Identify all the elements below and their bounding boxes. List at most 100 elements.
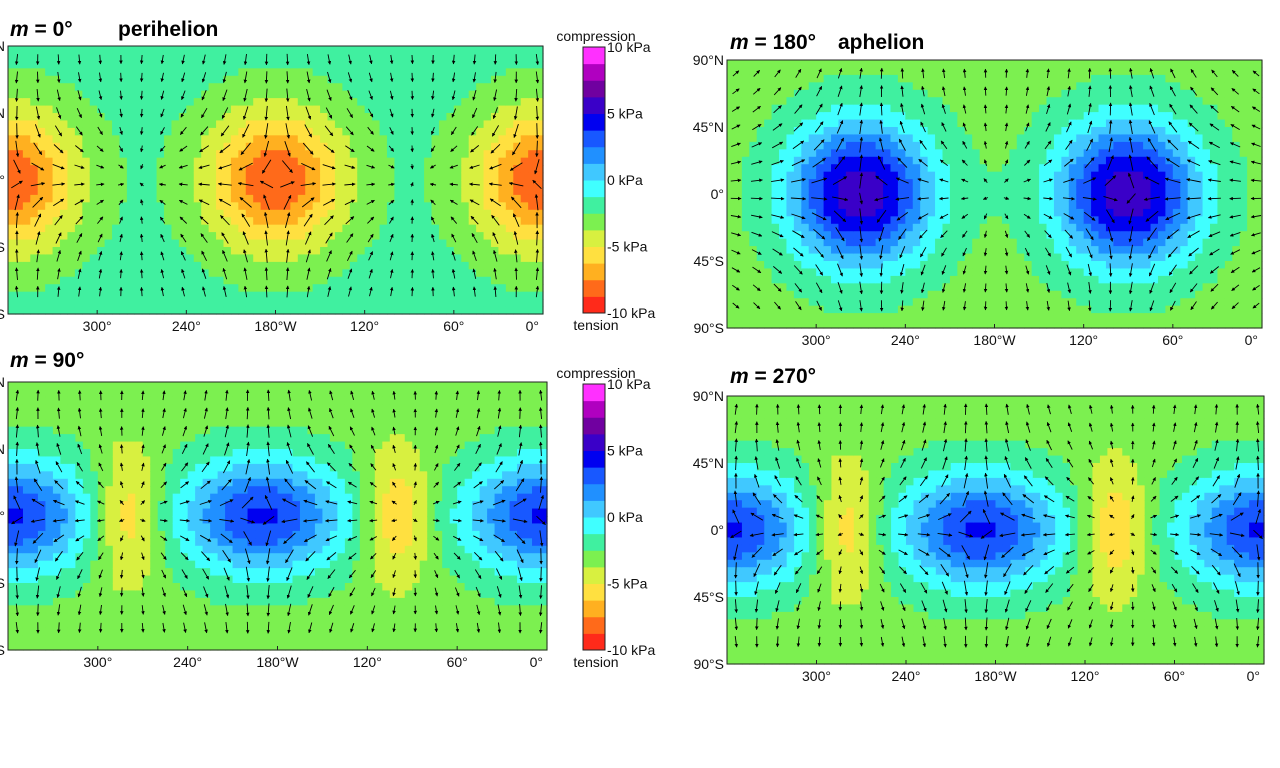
field-cell [1098, 171, 1107, 180]
field-cell [357, 150, 366, 159]
field-cell [1105, 223, 1114, 232]
field-cell [535, 157, 544, 166]
field-cell [1098, 149, 1107, 158]
field-cell [808, 89, 817, 98]
field-cell [987, 82, 996, 91]
stress-vector [306, 285, 311, 298]
field-cell [756, 82, 765, 91]
field-cell [260, 90, 269, 99]
field-cell [253, 75, 262, 84]
field-cell [178, 291, 187, 300]
field-cell [82, 68, 91, 77]
field-cell [994, 141, 1003, 150]
field-cell [727, 127, 736, 136]
field-cell [868, 156, 877, 165]
stress-vector [264, 285, 269, 298]
field-cell [230, 142, 239, 151]
field-cell [230, 180, 239, 189]
field-cell [476, 105, 485, 114]
field-cell [431, 291, 440, 300]
field-cell [860, 275, 869, 284]
field-cell [1128, 119, 1137, 128]
stress-vector [139, 251, 144, 261]
field-cell [1105, 89, 1114, 98]
field-cell [964, 97, 973, 106]
field-cell [208, 180, 217, 189]
field-cell [149, 120, 158, 129]
field-cell [320, 46, 329, 55]
field-cell [749, 231, 758, 240]
stress-vector [430, 145, 436, 153]
field-cell [134, 299, 143, 308]
field-cell [282, 83, 291, 92]
field-cell [838, 104, 847, 113]
field-cell [126, 75, 135, 84]
field-cell [416, 217, 425, 226]
field-cell [334, 202, 343, 211]
field-cell [394, 142, 403, 151]
field-cell [89, 105, 98, 114]
field-cell [409, 239, 418, 248]
stress-vector [493, 286, 498, 297]
field-cell [223, 194, 232, 203]
field-cell [1053, 290, 1062, 299]
field-cell [875, 298, 884, 307]
y-tick-label: 45°N [0, 105, 5, 121]
field-cell [223, 202, 232, 211]
field-cell [134, 224, 143, 233]
field-cell [1024, 82, 1033, 91]
field-cell [1120, 238, 1129, 247]
field-cell [134, 120, 143, 129]
field-cell [1143, 67, 1152, 76]
field-cell [334, 247, 343, 256]
field-cell [994, 320, 1003, 329]
field-cell [453, 120, 462, 129]
field-cell [490, 202, 500, 211]
field-cell [845, 82, 854, 91]
field-cell [312, 217, 321, 226]
field-cell [52, 299, 61, 308]
field-cell [964, 82, 973, 91]
field-cell [453, 261, 462, 270]
stress-vector [75, 126, 83, 136]
field-cell [74, 202, 83, 211]
field-cell [483, 105, 492, 114]
field-cell [216, 75, 225, 84]
field-cell [372, 127, 381, 136]
field-cell [1001, 253, 1010, 262]
field-cell [831, 119, 840, 128]
field-cell [1046, 223, 1055, 232]
field-cell [1083, 298, 1092, 307]
field-cell [208, 98, 217, 107]
stress-vector [305, 106, 312, 120]
field-cell [112, 224, 121, 233]
field-cell [275, 180, 284, 189]
field-cell [282, 209, 291, 218]
panel-subtitle: perihelion [118, 18, 218, 41]
field-cell [186, 157, 195, 166]
field-cell [964, 231, 973, 240]
field-cell [453, 127, 462, 136]
field-cell [446, 60, 455, 69]
stress-vector [512, 213, 520, 227]
field-cell [853, 238, 862, 247]
field-cell [8, 306, 17, 315]
field-cell [431, 68, 440, 77]
stress-vector [239, 196, 252, 208]
field-cell [104, 306, 113, 315]
field-cell [67, 105, 76, 114]
field-cell [1135, 67, 1144, 76]
field-cell [920, 149, 929, 158]
field-cell [275, 98, 284, 107]
field-cell [282, 75, 291, 84]
field-cell [1053, 127, 1062, 136]
field-cell [1076, 134, 1085, 143]
field-cell [823, 97, 832, 106]
field-cell [1016, 97, 1025, 106]
field-cell [312, 276, 321, 285]
field-cell [45, 142, 54, 151]
field-cell [1120, 275, 1129, 284]
stress-vector [513, 231, 519, 245]
field-cell [82, 142, 91, 151]
field-cell [438, 202, 447, 211]
